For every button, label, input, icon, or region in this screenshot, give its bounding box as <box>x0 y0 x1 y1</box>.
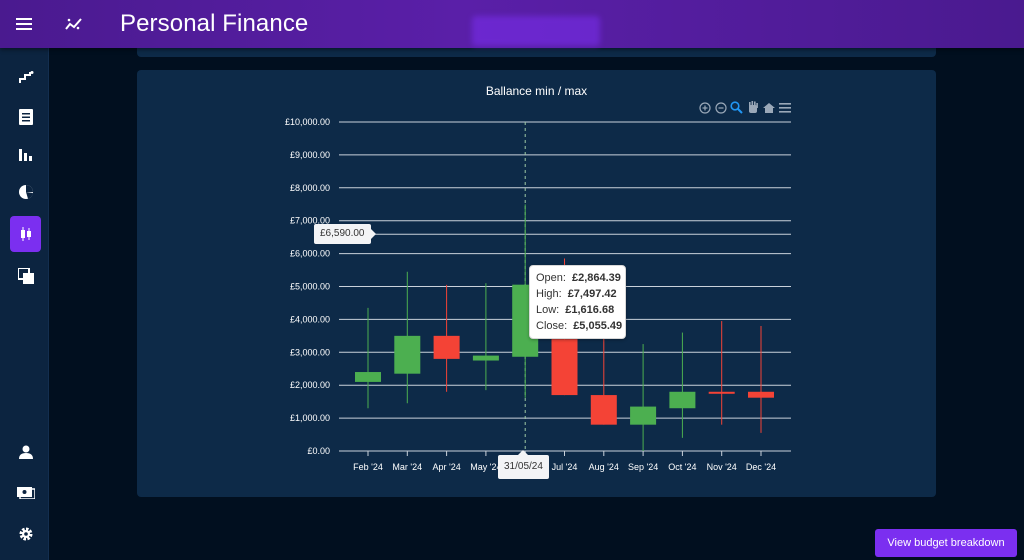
bar-chart-icon <box>18 149 32 161</box>
nav-rail <box>0 48 49 560</box>
nav-item-transactions[interactable] <box>10 99 41 135</box>
y-tick-label: £6,000.00 <box>290 249 330 259</box>
copy-icon <box>17 268 34 284</box>
nav-item-profile[interactable] <box>10 434 41 470</box>
menu-icon[interactable] <box>778 101 791 114</box>
x-tick-label: Apr '24 <box>432 462 460 472</box>
nav-item-accounts[interactable] <box>10 258 41 294</box>
receipt-icon <box>18 109 33 125</box>
person-icon <box>18 445 33 459</box>
crosshair-y-label: £6,590.00 <box>314 224 375 244</box>
chart-toolbar <box>698 101 791 114</box>
x-tick-label: Aug '24 <box>589 462 619 472</box>
stairs-chart-icon <box>18 71 33 83</box>
pie-chart-icon <box>18 185 33 199</box>
y-tick-label: £0.00 <box>307 446 330 456</box>
hamburger-icon <box>16 18 32 30</box>
nav-item-trends[interactable] <box>10 60 41 96</box>
y-tick-label: £7,000.00 <box>290 216 330 226</box>
nav-item-settings[interactable] <box>10 516 41 552</box>
x-tick-label: Nov '24 <box>707 462 737 472</box>
tooltip-high-value: £7,497.42 <box>567 288 617 300</box>
y-tick-label: £4,000.00 <box>290 314 330 324</box>
tooltip-close-label: Close: <box>536 320 568 332</box>
trend-icon <box>50 0 98 48</box>
zoom-out-icon[interactable] <box>714 101 727 114</box>
header-action-button[interactable] <box>472 16 600 46</box>
candle-body <box>669 391 696 409</box>
candle-body <box>551 339 578 396</box>
candle-body <box>748 391 774 398</box>
menu-button[interactable] <box>0 0 48 48</box>
nav-item-categories[interactable] <box>10 174 41 210</box>
y-tick-label: £10,000.00 <box>285 117 330 127</box>
tooltip-low-value: £1,616.68 <box>565 304 615 316</box>
wallet-icon <box>16 487 35 499</box>
y-tick-label: £2,000.00 <box>290 380 330 390</box>
y-tick-label: £8,000.00 <box>290 183 330 193</box>
y-tick-label: £3,000.00 <box>290 347 330 357</box>
tooltip-open-value: £2,864.39 <box>571 272 621 284</box>
y-tick-label: £5,000.00 <box>290 282 330 292</box>
candle-body <box>433 335 460 359</box>
gear-icon <box>19 527 32 541</box>
candle-body <box>472 355 499 361</box>
nav-item-balance[interactable] <box>10 216 41 252</box>
tooltip-high-label: High: <box>536 288 562 300</box>
y-tick-label: £9,000.00 <box>290 150 330 160</box>
x-tick-label: Oct '24 <box>668 462 696 472</box>
crosshair-x-label: 31/05/24 <box>498 450 549 479</box>
x-tick-label: Jul '24 <box>552 462 578 472</box>
x-tick-label: Mar '24 <box>392 462 422 472</box>
chart-title: Ballance min / max <box>485 84 588 98</box>
view-budget-breakdown-button[interactable]: View budget breakdown <box>875 529 1017 557</box>
nav-item-budget[interactable] <box>10 474 41 510</box>
x-tick-label: May '24 <box>470 462 501 472</box>
candle-tooltip: Open: £2,864.39 High: £7,497.42 Low: £1,616… <box>529 265 626 339</box>
x-tick-label: Feb '24 <box>353 462 383 472</box>
app-bar: Personal Finance <box>0 0 1024 48</box>
home-icon[interactable] <box>762 101 775 114</box>
magnifier-icon[interactable] <box>730 101 743 114</box>
tooltip-open-label: Open: <box>536 272 566 284</box>
candle-body <box>590 395 617 425</box>
nav-item-reports[interactable] <box>10 136 41 172</box>
y-tick-label: £1,000.00 <box>290 413 330 423</box>
candle-body <box>630 406 657 425</box>
app-title: Personal Finance <box>120 10 309 37</box>
candlestick-icon <box>20 227 31 241</box>
tooltip-low-label: Low: <box>536 304 560 316</box>
x-tick-label: Sep '24 <box>628 462 658 472</box>
candle-body <box>394 335 421 374</box>
x-tick-label: Dec '24 <box>746 462 776 472</box>
candle-body <box>708 391 735 394</box>
candle-body <box>355 372 381 382</box>
zoom-in-icon[interactable] <box>698 101 711 114</box>
tooltip-close-value: £5,055.49 <box>573 320 623 332</box>
pan-hand-icon[interactable] <box>746 101 759 114</box>
